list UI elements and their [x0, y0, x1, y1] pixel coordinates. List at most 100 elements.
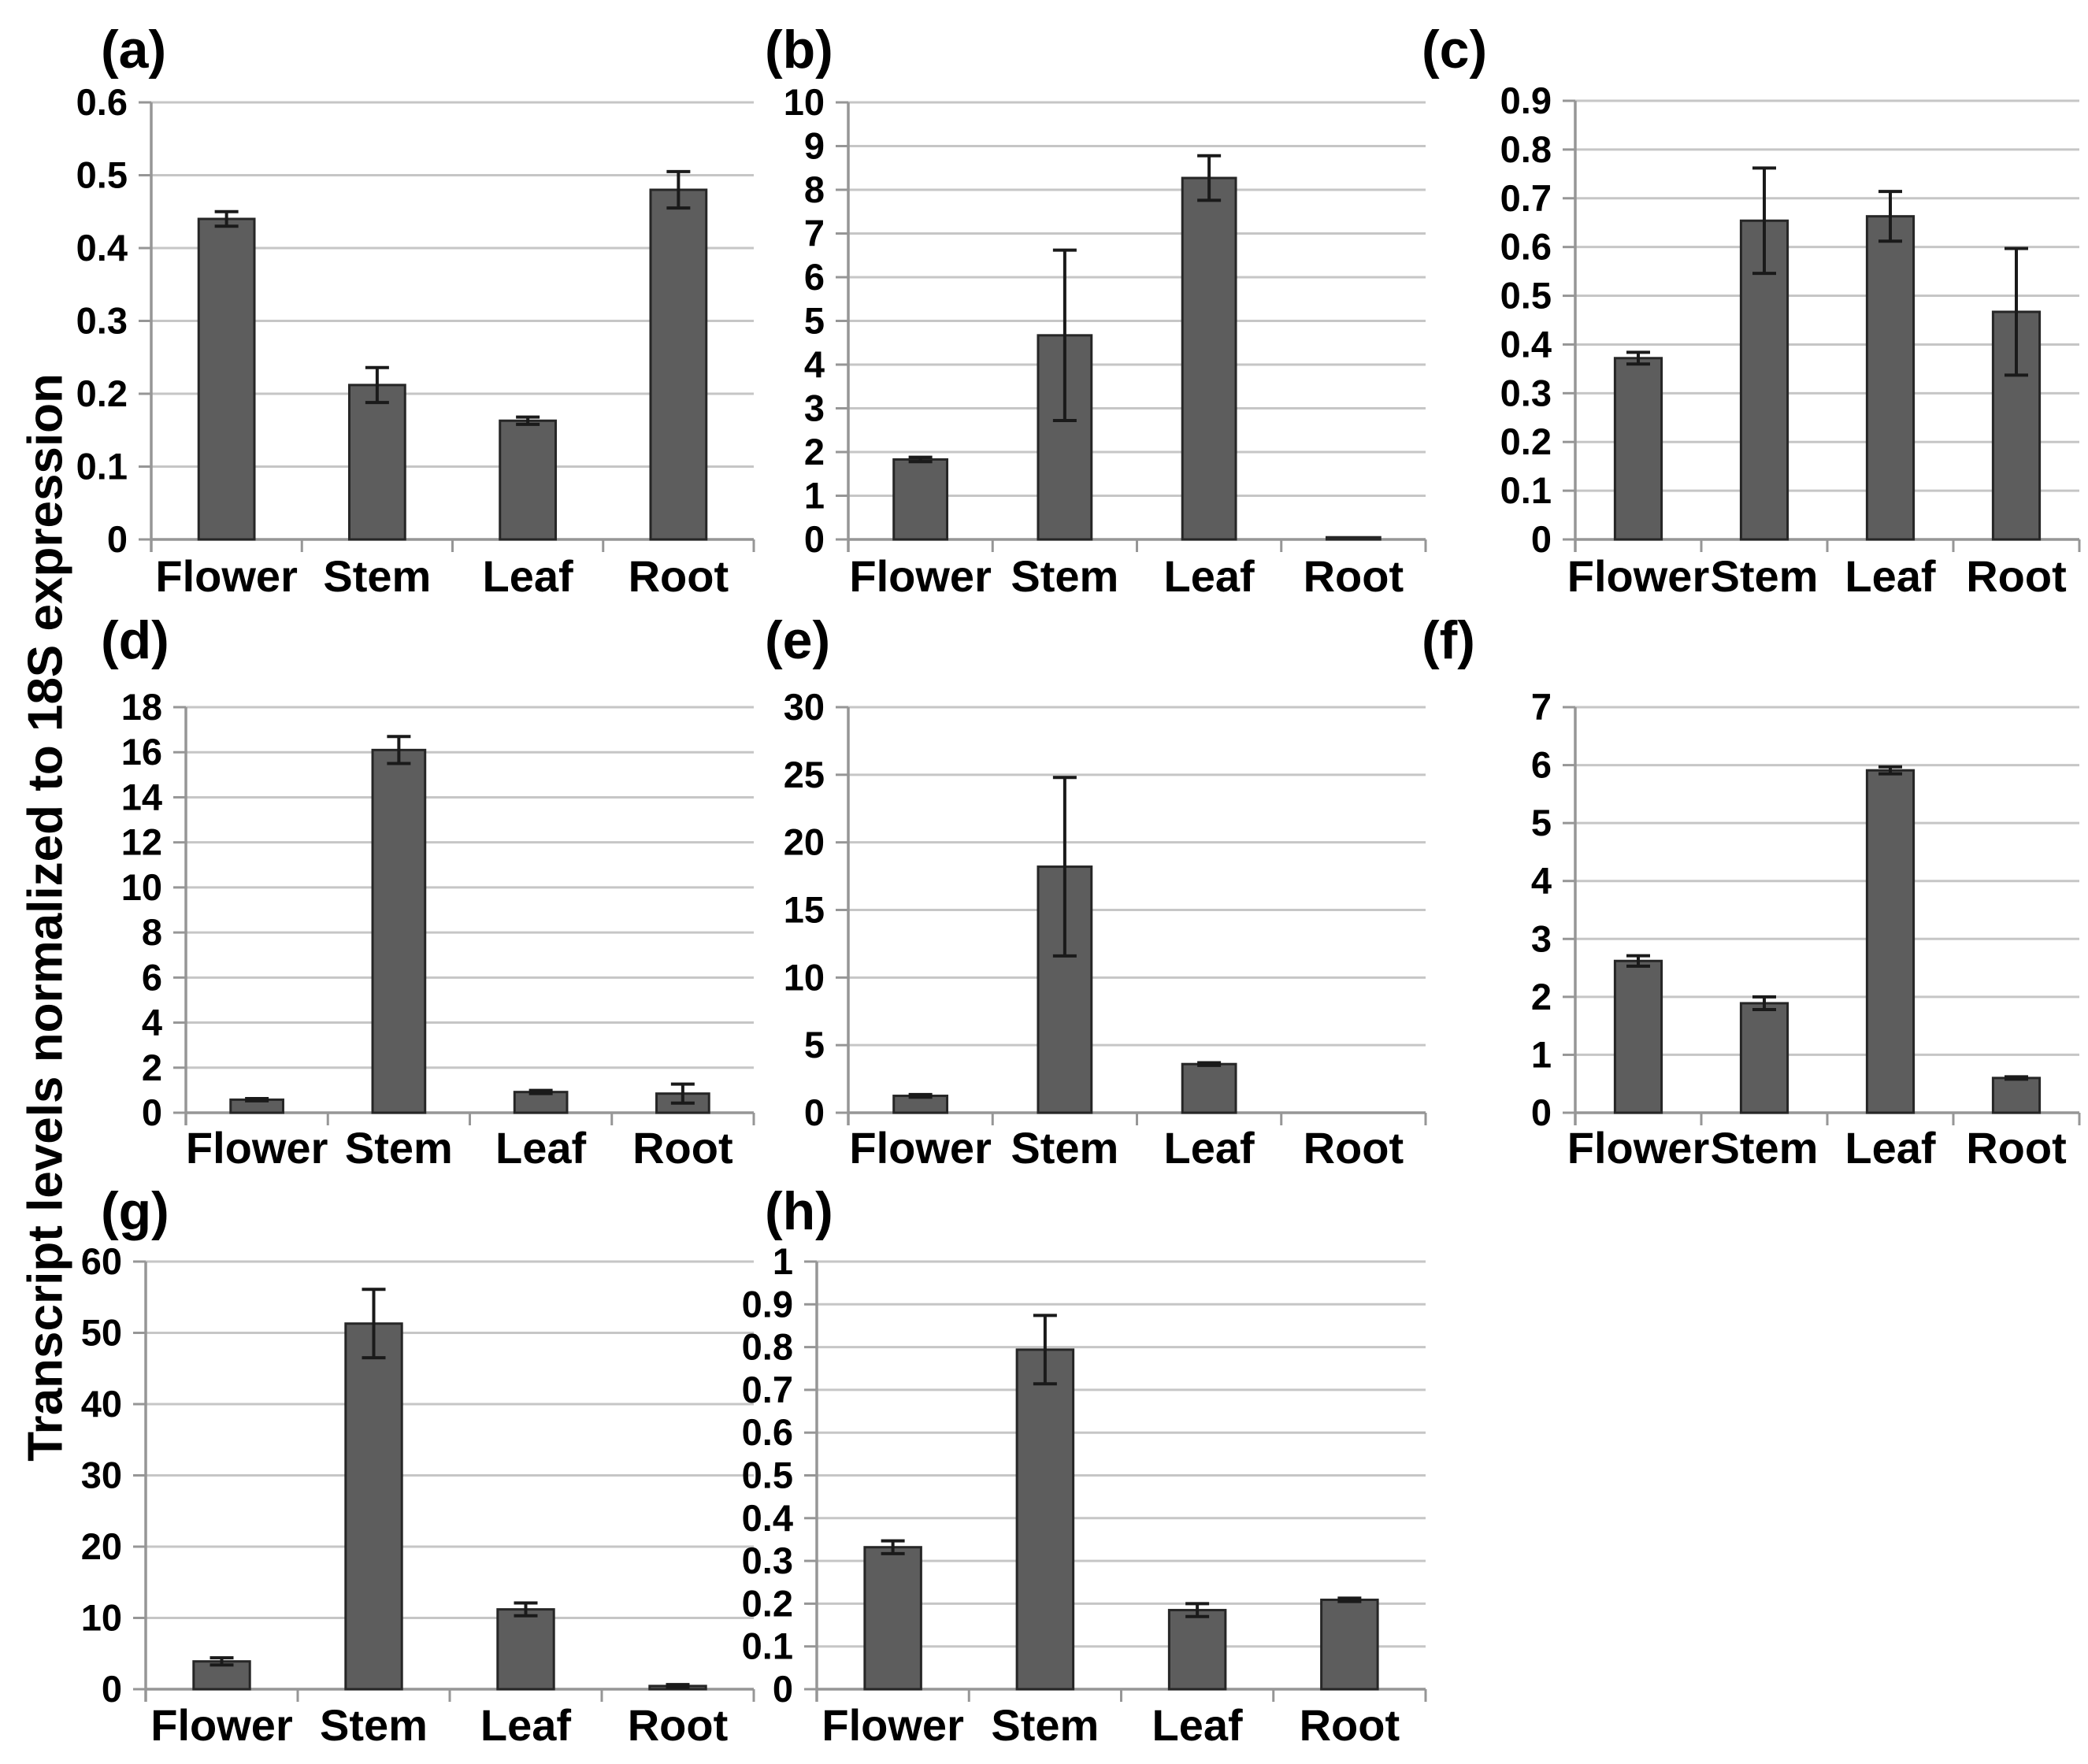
- y-tick-label: 7: [1531, 686, 1552, 728]
- y-tick-label: 16: [121, 731, 162, 773]
- category-label-stem: Stem: [320, 1700, 428, 1750]
- bar-leaf: [513, 1091, 569, 1114]
- category-label-stem: Stem: [991, 1700, 1099, 1750]
- y-tick-label: 5: [804, 300, 825, 342]
- y-tick-label: 2: [142, 1047, 162, 1088]
- category-label-leaf: Leaf: [1845, 1123, 1935, 1173]
- category-label-leaf: Leaf: [1164, 1123, 1255, 1173]
- y-tick-label: 0.9: [1500, 80, 1552, 121]
- y-tick-label: 40: [81, 1383, 122, 1425]
- axis-labels: 0 0.1 0.2 0.3 0.4 0.5 0.6 Flower Stem Leaf Root: [76, 81, 729, 601]
- category-label-root: Root: [1966, 551, 2067, 601]
- bar-chart-svg: 0 0.1 0.2 0.3 0.4 0.5 0.6 Flower Stem Leaf Root: [76, 81, 755, 601]
- axis-labels: 0 5 10 15 20 25 30 Flower Stem Leaf Root: [784, 686, 1404, 1173]
- gridlines: [186, 706, 754, 1069]
- bar-stem: [371, 748, 427, 1114]
- panel-e: (e) 0 5 10 15 20 25 30 Flower Stem Leaf Root: [729, 610, 1453, 1181]
- y-tick-label: 0.4: [1500, 323, 1552, 365]
- y-tick-label: 0: [102, 1668, 122, 1710]
- y-tick-label: 0.5: [1500, 275, 1552, 317]
- y-tick-label: 18: [121, 686, 162, 728]
- bar-chart-svg: 0 0.1 0.2 0.3 0.4 0.5 0.6 0.7 0.8 0.9 Flower Stem Le…: [1500, 80, 2081, 601]
- y-tick-label: 0: [804, 1091, 825, 1133]
- y-tick-label: 5: [804, 1024, 825, 1065]
- y-tick-label: 0.2: [1500, 421, 1552, 462]
- bar-leaf: [1865, 769, 1916, 1114]
- bar-flower: [1613, 357, 1663, 541]
- axes: [836, 706, 1427, 1125]
- panel-g: (g) 0 10 20 30 40 50 60 Flower Stem Leaf Root: [32, 1181, 756, 1764]
- panel-a: (a) 0 0.1 0.2 0.3 0.4 0.5 0.6 Flower Stem Leaf Roo…: [32, 20, 756, 606]
- error-bars: [908, 776, 1222, 1099]
- category-label-flower: Flower: [849, 1123, 991, 1173]
- y-tick-label: 20: [81, 1525, 122, 1567]
- axis-labels: 00.10.20.30.40.50.60.70.80.91 Flower Stem L…: [742, 1240, 1400, 1750]
- bar-root: [1320, 1599, 1379, 1691]
- panel-f-label: (f): [1422, 610, 1475, 670]
- error-bars: [214, 169, 691, 426]
- bar-stem: [347, 384, 406, 541]
- y-tick-label: 6: [804, 256, 825, 298]
- y-tick-label: 10: [81, 1597, 122, 1639]
- y-tick-label: 14: [121, 776, 162, 817]
- panel-g-label: (g): [101, 1181, 169, 1241]
- category-label-root: Root: [628, 1700, 729, 1750]
- y-tick-label: 20: [784, 821, 825, 863]
- bars: [197, 188, 708, 541]
- error-bars: [210, 1288, 690, 1689]
- bars: [892, 176, 1381, 541]
- panel-d: (d) 0 2 4 6 8 10 12 14 16 18 Flower Stem Leaf Root: [32, 610, 756, 1181]
- y-tick-label: 6: [142, 956, 162, 998]
- y-tick-label: 0.8: [1500, 128, 1552, 170]
- y-tick-label: 2: [1531, 976, 1552, 1017]
- bar-stem: [1739, 1002, 1789, 1114]
- y-tick-label: 0.5: [76, 154, 128, 196]
- bar-chart-svg: 0 1 2 3 4 5 6 7 Flower Stem Leaf Root: [1531, 686, 2081, 1173]
- bar-stem: [344, 1322, 403, 1691]
- bar-leaf: [1167, 1609, 1227, 1691]
- panel-b: (b) 0 1 2 3 4 5 6 7 8 9 10 Flower Stem Leaf Root: [729, 20, 1453, 606]
- axis-labels: 0 1 2 3 4 5 6 7 Flower Stem Leaf Root: [1531, 686, 2067, 1173]
- y-tick-label: 5: [1531, 802, 1552, 843]
- category-label-leaf: Leaf: [1152, 1700, 1243, 1750]
- gridlines: [146, 1260, 754, 1619]
- panel-h: (h) 0 0.1 0.2 0.3 0.4 0.5 0.6 0.7 0.8 0.9 1 Flower S…: [729, 1181, 1453, 1764]
- y-tick-label: 0.1: [76, 446, 128, 487]
- y-tick-label: 6: [1531, 744, 1552, 786]
- axis-labels: 0 10 20 30 40 50 60 Flower Stem Leaf Root: [81, 1240, 729, 1750]
- category-label-root: Root: [629, 551, 729, 601]
- y-tick-label: 2: [804, 431, 825, 472]
- category-label-root: Root: [1304, 551, 1404, 601]
- panel-d-label: (d): [101, 610, 169, 670]
- gridlines: [848, 101, 1426, 497]
- panel-b-label: (b): [765, 20, 833, 80]
- y-tick-label: 0.7: [1500, 177, 1552, 219]
- category-label-flower: Flower: [849, 551, 991, 601]
- bar-chart-svg: 0 5 10 15 20 25 30 Flower Stem Leaf Root: [784, 686, 1427, 1173]
- y-tick-label: 7: [804, 213, 825, 254]
- y-tick-label: 0: [142, 1091, 162, 1133]
- bar-leaf: [1865, 215, 1916, 541]
- bars: [192, 1322, 707, 1691]
- y-tick-label: 0.6: [1500, 226, 1552, 268]
- bars: [892, 865, 1237, 1114]
- y-tick-label: 0: [107, 518, 128, 560]
- y-tick-label: 3: [1531, 917, 1552, 959]
- category-label-leaf: Leaf: [1845, 551, 1935, 601]
- y-tick-label: 0.3: [742, 1540, 793, 1581]
- y-tick-label: 1: [804, 475, 825, 517]
- bar-leaf: [1181, 1062, 1237, 1114]
- y-tick-label: 0.6: [76, 81, 128, 123]
- error-bars: [245, 735, 695, 1105]
- error-bars: [1626, 765, 2028, 1081]
- y-tick-label: 0.3: [1500, 372, 1552, 413]
- category-label-flower: Flower: [821, 1700, 963, 1750]
- y-tick-label: 0.6: [742, 1411, 793, 1453]
- error-bars: [908, 154, 1222, 464]
- bar-stem: [1015, 1348, 1075, 1691]
- y-tick-label: 1: [1531, 1033, 1552, 1075]
- panel-h-label: (h): [765, 1181, 833, 1241]
- y-tick-label: 0.3: [76, 300, 128, 342]
